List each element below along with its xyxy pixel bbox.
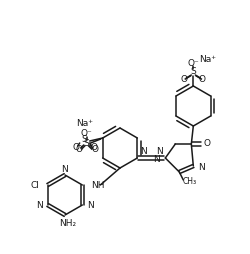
Text: O: O (181, 75, 188, 85)
Text: N: N (62, 166, 68, 174)
Text: N: N (156, 148, 163, 156)
Text: Cl: Cl (31, 181, 40, 189)
Text: S: S (82, 135, 87, 145)
Text: S: S (190, 68, 196, 76)
Text: N: N (154, 155, 160, 165)
Text: O: O (90, 142, 97, 151)
Text: O: O (91, 146, 98, 154)
Text: S: S (84, 138, 89, 148)
Text: O⁻: O⁻ (188, 58, 199, 68)
Text: N: N (87, 200, 94, 210)
Text: O: O (203, 139, 210, 149)
Text: O: O (75, 146, 82, 154)
Text: Na⁺: Na⁺ (76, 119, 93, 128)
Text: NH₂: NH₂ (60, 219, 76, 229)
Text: O: O (199, 75, 206, 85)
Text: Na⁺: Na⁺ (199, 56, 216, 65)
Text: N: N (36, 200, 43, 210)
Text: O: O (72, 142, 79, 151)
Text: NH: NH (91, 182, 105, 190)
Text: O⁻: O⁻ (81, 129, 92, 137)
Text: N: N (198, 164, 205, 172)
Text: N: N (140, 148, 147, 156)
Text: CH₃: CH₃ (182, 178, 196, 186)
